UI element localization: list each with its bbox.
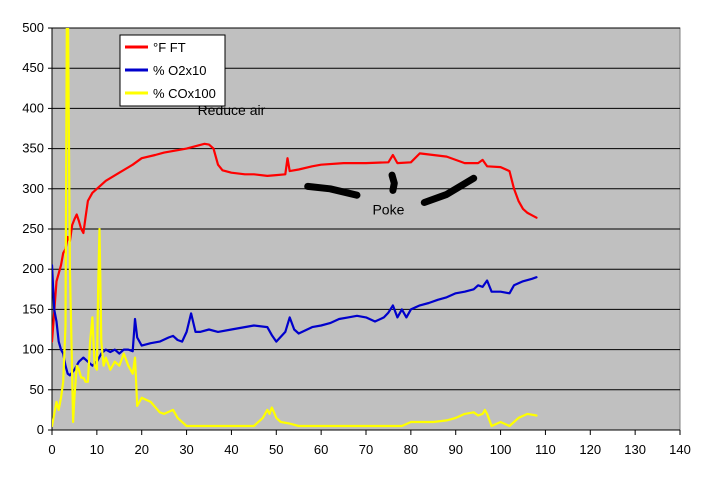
x-tick-label: 20 — [134, 442, 148, 457]
series-line-1 — [52, 142, 538, 343]
y-tick-label: 50 — [30, 382, 44, 397]
x-tick-label: 50 — [269, 442, 283, 457]
x-tick-label: 0 — [48, 442, 55, 457]
x-tick-label: 140 — [669, 442, 691, 457]
legend: °F FT % O2x10 % COx100 — [119, 34, 226, 107]
handdrawn-stroke-3 — [420, 174, 478, 206]
x-tick-label: 40 — [224, 442, 238, 457]
x-tick-label: 60 — [314, 442, 328, 457]
y-tick-label: 400 — [22, 100, 44, 115]
handdrawn-stroke-2 — [388, 171, 398, 194]
series-line-3 — [52, 28, 538, 428]
y-tick-label: 150 — [22, 301, 44, 316]
x-tick-label: 30 — [179, 442, 193, 457]
legend-label-1: °F FT — [153, 40, 186, 55]
x-tick-label: 120 — [579, 442, 601, 457]
y-tick-label: 350 — [22, 141, 44, 156]
handdrawn-marks — [304, 171, 478, 206]
x-tick-label: 10 — [90, 442, 104, 457]
y-tick-label: 300 — [22, 181, 44, 196]
legend-label-3: % COx100 — [153, 86, 216, 101]
annotation-2: Poke — [372, 202, 404, 218]
x-tick-label: 70 — [359, 442, 373, 457]
y-tick-label: 100 — [22, 342, 44, 357]
y-tick-label: 450 — [22, 60, 44, 75]
y-tick-label: 250 — [22, 221, 44, 236]
handdrawn-stroke-1 — [304, 182, 361, 199]
y-tick-label: 0 — [37, 422, 44, 437]
axes: 0 50 100 150 200 250 300 350 400 450 500 0 10 20 30 40 5… — [22, 20, 691, 457]
series-line-2 — [52, 264, 538, 377]
y-tick-label: 200 — [22, 261, 44, 276]
x-tick-label: 110 — [535, 442, 556, 457]
series-lines — [52, 28, 538, 428]
x-tick-label: 90 — [448, 442, 462, 457]
x-tick-label: 100 — [490, 442, 512, 457]
x-tick-label: 80 — [404, 442, 418, 457]
legend-label-2: % O2x10 — [153, 63, 206, 78]
x-tick-label: 130 — [624, 442, 646, 457]
y-tick-label: 500 — [22, 20, 44, 35]
